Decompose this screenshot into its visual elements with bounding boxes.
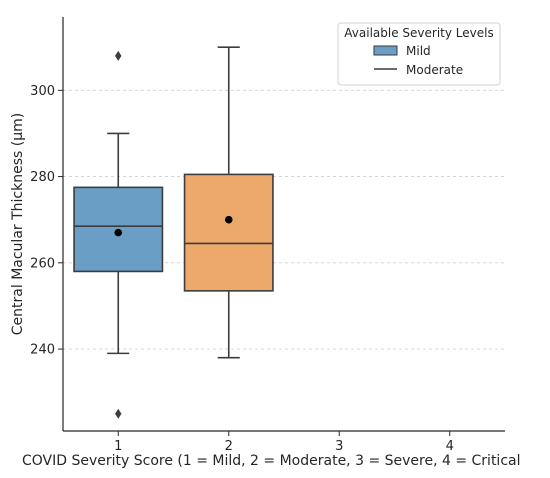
x-tick-label-2: 2 [225, 439, 233, 454]
legend-title: Available Severity Levels [344, 26, 493, 40]
box-cat-2 [183, 173, 274, 292]
legend-swatch-mild [373, 45, 398, 56]
mean-point-cat-2 [224, 215, 233, 224]
y-tick-label-300: 300 [30, 84, 55, 99]
x-tick-label-1: 1 [114, 439, 122, 454]
x-tick-label-4: 4 [446, 439, 454, 454]
outlier-cat-1-1 [115, 408, 122, 419]
y-tick-label-260: 260 [30, 256, 55, 271]
x-axis-title: COVID Severity Score (1 = Mild, 2 = Mode… [22, 453, 520, 469]
boxplot-layer [73, 46, 274, 419]
legend-label-mild: Mild [406, 44, 431, 58]
outlier-cat-1-0 [115, 50, 122, 61]
y-axis-title: Central Macular Thickness (µm) [10, 113, 26, 335]
y-tick-label-280: 280 [30, 170, 55, 185]
legend: Available Severity Levels Mild Moderate [337, 22, 501, 86]
y-tick-label-240: 240 [30, 343, 55, 358]
axes [62, 17, 505, 432]
mean-point-cat-1 [114, 228, 123, 237]
x-tick-label-3: 3 [335, 439, 343, 454]
legend-label-moderate: Moderate [406, 63, 463, 77]
ticks: 240 260 280 300 1 2 3 4 [30, 84, 454, 454]
